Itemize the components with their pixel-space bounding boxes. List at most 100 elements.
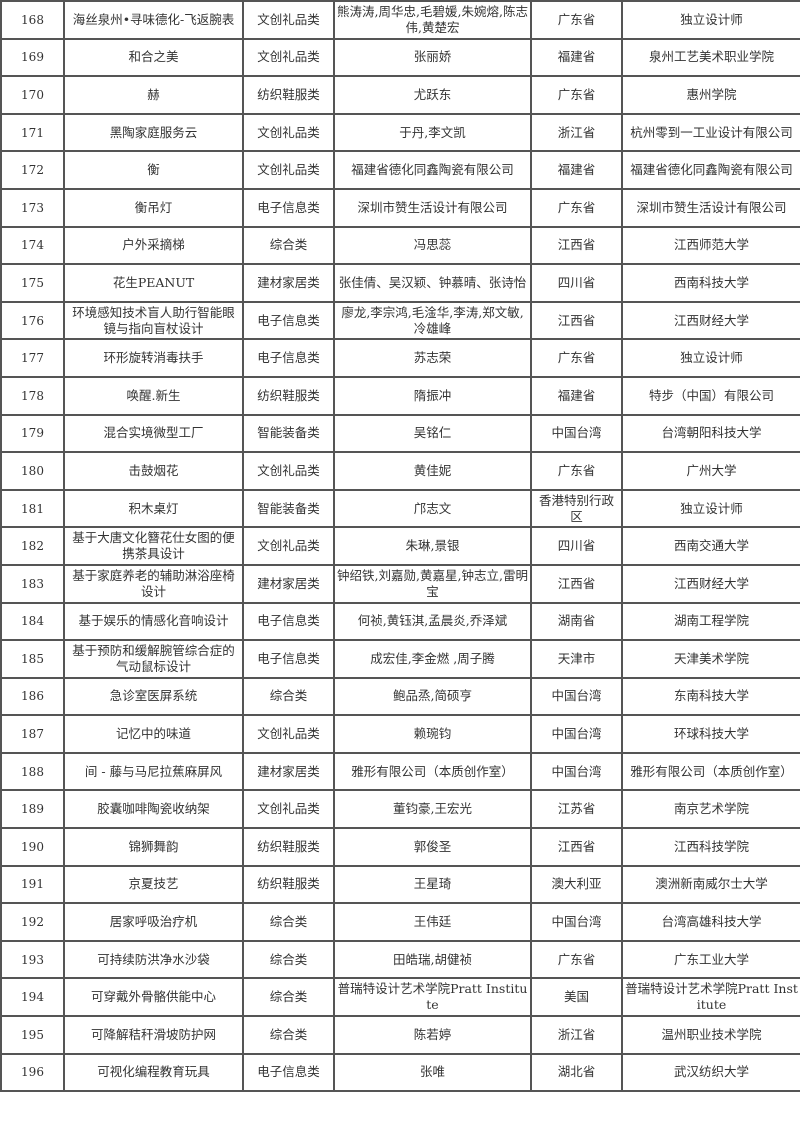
- authors-cell: 廖龙,李宗鸿,毛淦华,李涛,郑文敏,冷雄峰: [333, 300, 532, 341]
- work-title-cell: 京夏技艺: [63, 864, 244, 905]
- row-number-cell: 196: [0, 1052, 65, 1093]
- authors-cell: 王星琦: [333, 864, 532, 905]
- category-cell: 综合类: [242, 1015, 335, 1055]
- category-cell: 智能装备类: [242, 488, 335, 529]
- category-cell: 电子信息类: [242, 639, 335, 679]
- organization-cell: 武汉纺织大学: [621, 1052, 800, 1093]
- region-cell: 浙江省: [530, 1015, 623, 1055]
- organization-cell: 环球科技大学: [621, 714, 800, 754]
- region-cell: 香港特别行政区: [530, 488, 623, 529]
- authors-cell: 钟绍铁,刘嘉勋,黄嘉星,钟志立,雷明宝: [333, 563, 532, 604]
- work-title-cell: 锦狮舞韵: [63, 827, 244, 867]
- row-number-cell: 176: [0, 300, 65, 341]
- region-cell: 四川省: [530, 526, 623, 566]
- table-row: 182 基于大唐文化簪花仕女图的便携茶具设计 文创礼品类 朱琳,景银 四川省 西南交通大学: [0, 526, 800, 566]
- category-cell: 文创礼品类: [242, 789, 335, 830]
- organization-cell: 西南科技大学: [621, 263, 800, 303]
- organization-cell: 湖南工程学院: [621, 601, 800, 642]
- table-row: 181 积木桌灯 智能装备类 邝志文 香港特别行政区 独立设计师: [0, 488, 800, 529]
- work-title-cell: 户外采摘梯: [63, 225, 244, 266]
- category-cell: 纺织鞋服类: [242, 75, 335, 115]
- organization-cell: 惠州学院: [621, 75, 800, 115]
- work-title-cell: 间 - 藤与马尼拉蕉麻屏风: [63, 751, 244, 792]
- authors-cell: 吴铭仁: [333, 413, 532, 454]
- category-cell: 建材家居类: [242, 563, 335, 604]
- category-cell: 电子信息类: [242, 1052, 335, 1093]
- row-number-cell: 175: [0, 263, 65, 303]
- category-cell: 综合类: [242, 676, 335, 717]
- category-cell: 建材家居类: [242, 263, 335, 303]
- authors-cell: 张佳倩、吴汉颖、钟慕晴、张诗怡: [333, 263, 532, 303]
- region-cell: 广东省: [530, 939, 623, 980]
- category-cell: 纺织鞋服类: [242, 375, 335, 416]
- table-row: 192 居家呼吸治疗机 综合类 王伟廷 中国台湾 台湾高雄科技大学: [0, 902, 800, 942]
- region-cell: 广东省: [530, 75, 623, 115]
- work-title-cell: 记忆中的味道: [63, 714, 244, 754]
- region-cell: 中国台湾: [530, 902, 623, 942]
- table-row: 196 可视化编程教育玩具 电子信息类 张唯 湖北省 武汉纺织大学: [0, 1052, 800, 1093]
- category-cell: 电子信息类: [242, 187, 335, 228]
- region-cell: 福建省: [530, 37, 623, 78]
- region-cell: 江苏省: [530, 789, 623, 830]
- table-row: 188 间 - 藤与马尼拉蕉麻屏风 建材家居类 雅形有限公司（本质创作室） 中国台湾 雅形…: [0, 751, 800, 792]
- award-list-table: 168 海丝泉州•寻味德化-飞返腕表 文创礼品类 熊涛涛,周华忠,毛碧媛,朱婉熔,陈志…: [0, 0, 800, 1093]
- row-number-cell: 173: [0, 187, 65, 228]
- region-cell: 中国台湾: [530, 413, 623, 454]
- region-cell: 江西省: [530, 563, 623, 604]
- category-cell: 文创礼品类: [242, 150, 335, 190]
- region-cell: 澳大利亚: [530, 864, 623, 905]
- table-row: 171 黑陶家庭服务云 文创礼品类 于丹,李文凯 浙江省 杭州零到一工业设计有限公司: [0, 112, 800, 153]
- work-title-cell: 基于娱乐的情感化音响设计: [63, 601, 244, 642]
- row-number-cell: 188: [0, 751, 65, 792]
- category-cell: 综合类: [242, 225, 335, 266]
- work-title-cell: 和合之美: [63, 37, 244, 78]
- authors-cell: 朱琳,景银: [333, 526, 532, 566]
- region-cell: 四川省: [530, 263, 623, 303]
- region-cell: 天津市: [530, 639, 623, 679]
- authors-cell: 隋振冲: [333, 375, 532, 416]
- row-number-cell: 181: [0, 488, 65, 529]
- organization-cell: 温州职业技术学院: [621, 1015, 800, 1055]
- work-title-cell: 花生PEANUT: [63, 263, 244, 303]
- category-cell: 综合类: [242, 902, 335, 942]
- table-row: 170 赫纺织鞋服类 尤跃东 广东省 惠州学院: [0, 75, 800, 115]
- table-row: 183 基于家庭养老的辅助淋浴座椅设计 建材家居类 钟绍铁,刘嘉勋,黄嘉星,钟志立,雷…: [0, 563, 800, 604]
- work-title-cell: 海丝泉州•寻味德化-飞返腕表: [63, 0, 244, 40]
- table-row: 178 唤醒.新生 纺织鞋服类 隋振冲 福建省 特步（中国）有限公司: [0, 375, 800, 416]
- work-title-cell: 胶囊咖啡陶瓷收纳架: [63, 789, 244, 830]
- region-cell: 福建省: [530, 150, 623, 190]
- work-title-cell: 环境感知技术盲人助行智能眼镜与指向盲杖设计: [63, 300, 244, 341]
- authors-cell: 陈若婷: [333, 1015, 532, 1055]
- work-title-cell: 环形旋转消毒扶手: [63, 338, 244, 378]
- authors-cell: 成宏佳,李金燃 ,周子腾: [333, 639, 532, 679]
- row-number-cell: 190: [0, 827, 65, 867]
- authors-cell: 张丽娇: [333, 37, 532, 78]
- category-cell: 电子信息类: [242, 338, 335, 378]
- authors-cell: 赖琬钧: [333, 714, 532, 754]
- region-cell: 广东省: [530, 338, 623, 378]
- organization-cell: 东南科技大学: [621, 676, 800, 717]
- organization-cell: 南京艺术学院: [621, 789, 800, 830]
- row-number-cell: 182: [0, 526, 65, 566]
- row-number-cell: 171: [0, 112, 65, 153]
- region-cell: 浙江省: [530, 112, 623, 153]
- organization-cell: 独立设计师: [621, 338, 800, 378]
- organization-cell: 广州大学: [621, 451, 800, 491]
- row-number-cell: 183: [0, 563, 65, 604]
- work-title-cell: 击鼓烟花: [63, 451, 244, 491]
- region-cell: 美国: [530, 977, 623, 1018]
- organization-cell: 广东工业大学: [621, 939, 800, 980]
- organization-cell: 天津美术学院: [621, 639, 800, 679]
- category-cell: 综合类: [242, 977, 335, 1018]
- category-cell: 综合类: [242, 939, 335, 980]
- row-number-cell: 172: [0, 150, 65, 190]
- row-number-cell: 193: [0, 939, 65, 980]
- row-number-cell: 178: [0, 375, 65, 416]
- authors-cell: 何祯,黄钰淇,孟晨炎,乔泽斌: [333, 601, 532, 642]
- organization-cell: 独立设计师: [621, 0, 800, 40]
- region-cell: 广东省: [530, 451, 623, 491]
- row-number-cell: 191: [0, 864, 65, 905]
- table-row: 168 海丝泉州•寻味德化-飞返腕表 文创礼品类 熊涛涛,周华忠,毛碧媛,朱婉熔,陈志…: [0, 0, 800, 40]
- category-cell: 文创礼品类: [242, 451, 335, 491]
- work-title-cell: 衡吊灯: [63, 187, 244, 228]
